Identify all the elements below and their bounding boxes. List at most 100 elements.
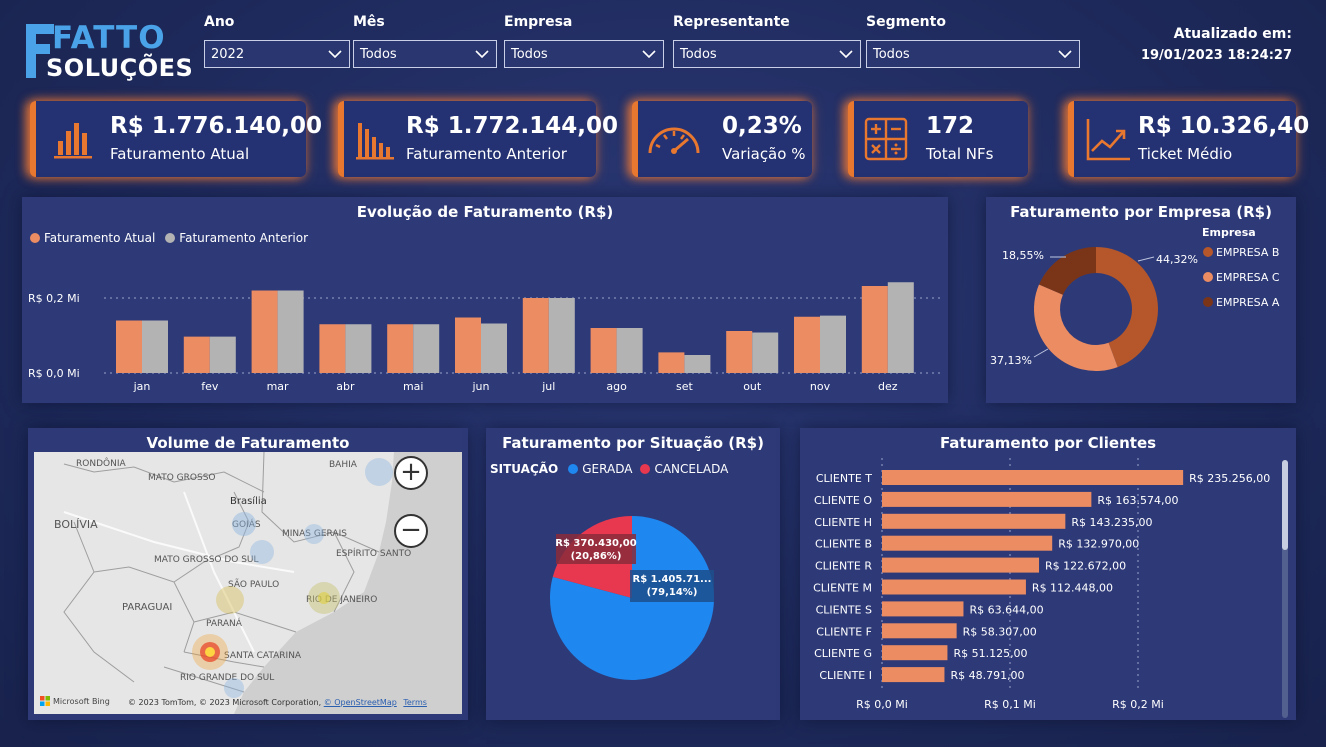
chevron-down-icon — [1058, 50, 1072, 59]
filter-label: Representante — [673, 14, 790, 30]
value-label: R$ 63.644,00 — [969, 603, 1043, 616]
bar-anterior[interactable] — [277, 290, 304, 374]
empresa-donut-chart: 18,55% 44,32% 37,13% Empresa EMPRESA B E… — [990, 226, 1280, 371]
bar-anterior[interactable] — [548, 298, 575, 373]
legend-dot — [165, 233, 176, 243]
category-label: CLIENTE B — [815, 538, 872, 551]
filter-label: Segmento — [866, 14, 946, 30]
client-bar[interactable] — [882, 513, 1066, 529]
bar-anterior[interactable] — [887, 282, 914, 373]
terms-link[interactable]: Terms — [403, 698, 427, 707]
scrollbar-thumb[interactable] — [1282, 460, 1288, 550]
donut-slice-empresa-b[interactable] — [1096, 247, 1158, 368]
x-tick-label: abr — [336, 380, 355, 393]
data-label: (79,14%) — [647, 587, 698, 598]
last-updated-label: Atualizado em: — [1173, 26, 1292, 42]
kpi-ticket-medio: R$ 10.326,40 Ticket Médio — [1068, 101, 1309, 177]
filter-empresa: Empresa Todos — [504, 12, 664, 68]
filter-empresa-select[interactable]: Todos — [504, 40, 664, 68]
bar-anterior[interactable] — [616, 328, 643, 373]
pie-label: 18,55% — [1002, 249, 1044, 262]
bar-atual[interactable] — [794, 316, 820, 373]
bar-atual[interactable] — [726, 331, 753, 373]
data-label: (20,86%) — [571, 551, 622, 562]
legend-dot — [1203, 247, 1213, 257]
category-label: CLIENTE I — [819, 669, 872, 682]
map-place: RONDÔNIA — [76, 457, 126, 469]
logo-mark-icon — [26, 24, 54, 78]
x-tick-label: ago — [606, 380, 627, 393]
situacao-panel: Faturamento por Situação (R$) SITUAÇÃO G… — [486, 428, 780, 720]
client-bar[interactable] — [882, 535, 1053, 551]
bar-chart-icon — [356, 123, 394, 160]
zoom-in-button[interactable]: + — [394, 456, 428, 490]
value-label: R$ 51.125,00 — [953, 647, 1027, 660]
bar-atual[interactable] — [387, 324, 414, 373]
bar-anterior[interactable] — [413, 324, 440, 373]
filter-ano-select[interactable]: 2022 — [204, 40, 350, 68]
evolucao-chart: R$ 0,2 Mi R$ 0,0 Mi jan fev mar abr mai jun ju… — [28, 282, 944, 393]
kpi-value: 0,23% — [722, 113, 802, 139]
chevron-down-icon — [642, 50, 656, 59]
map-panel: Volume de Faturamento RONDÔNI — [28, 428, 468, 720]
filter-representante-select[interactable]: Todos — [673, 40, 861, 68]
gauge-icon — [648, 127, 700, 154]
evolucao-title: Evolução de Faturamento (R$) — [356, 203, 614, 221]
filter-segmento-select[interactable]: Todos — [866, 40, 1080, 68]
client-bar[interactable] — [882, 623, 957, 639]
category-label: CLIENTE R — [815, 560, 872, 573]
client-bar[interactable] — [882, 470, 1184, 485]
value-label: R$ 163.574,00 — [1097, 494, 1178, 507]
client-bar[interactable] — [882, 491, 1092, 507]
map-graphic: RONDÔNIA BAHIA MATO GROSSO Brasília BOLÍ… — [54, 452, 462, 714]
kpi-total-nfs: 172 Total NFs — [848, 101, 1028, 177]
bar-anterior[interactable] — [209, 336, 236, 373]
clientes-scrollbar[interactable] — [1282, 460, 1288, 718]
value-label: R$ 235.256,00 — [1189, 472, 1270, 485]
evolucao-panel: Evolução de Faturamento (R$) Faturamento… — [22, 197, 948, 403]
zoom-out-button[interactable]: − — [394, 514, 428, 548]
client-bar[interactable] — [882, 667, 945, 683]
map-place: SÃO PAULO — [228, 579, 279, 590]
donut-slice-empresa-a[interactable] — [1039, 247, 1096, 295]
bar-atual[interactable] — [116, 320, 142, 374]
map-place: PARAGUAI — [122, 602, 172, 613]
filter-value: Todos — [511, 46, 548, 62]
value-label: R$ 143.235,00 — [1071, 516, 1152, 529]
data-label-bg — [556, 534, 636, 564]
filter-representante: Representante Todos — [673, 12, 861, 68]
osm-link[interactable]: © OpenStreetMap — [323, 698, 397, 707]
bar-anterior[interactable] — [142, 320, 168, 374]
bar-atual[interactable] — [861, 286, 888, 373]
bar-atual[interactable] — [455, 317, 481, 374]
kpi-faturamento-anterior: R$ 1.772.144,00 Faturamento Anterior — [338, 101, 618, 177]
client-bar[interactable] — [882, 601, 964, 617]
bar-atual[interactable] — [658, 352, 685, 373]
bar-atual[interactable] — [319, 324, 346, 373]
bar-anterior[interactable] — [481, 323, 507, 374]
bar-atual[interactable] — [183, 336, 210, 373]
client-bar[interactable] — [882, 645, 948, 661]
pie-label: 44,32% — [1156, 253, 1198, 266]
category-label: CLIENTE G — [814, 647, 872, 660]
client-bar[interactable] — [882, 557, 1040, 573]
donut-slice-empresa-c[interactable] — [1034, 284, 1118, 371]
bar-anterior[interactable] — [345, 324, 372, 373]
legend-label: CANCELADA — [654, 462, 729, 476]
kpi-value: R$ 10.326,40 — [1138, 113, 1310, 139]
map-place: MATO GROSSO DO SUL — [154, 555, 259, 565]
kpi-label: Total NFs — [926, 145, 994, 163]
data-label: R$ 1.405.71... — [633, 574, 712, 585]
bar-atual[interactable] — [590, 328, 617, 373]
bar-anterior[interactable] — [684, 355, 711, 373]
bar-anterior[interactable] — [752, 332, 779, 374]
kpi-faturamento-atual: R$ 1.776.140,00 Faturamento Atual — [30, 101, 322, 177]
client-bar[interactable] — [882, 579, 1026, 595]
bar-atual[interactable] — [251, 290, 278, 374]
bar-atual[interactable] — [522, 298, 549, 373]
bar-anterior[interactable] — [820, 315, 846, 373]
filter-mes-select[interactable]: Todos — [353, 40, 497, 68]
map-view[interactable]: RONDÔNIA BAHIA MATO GROSSO Brasília BOLÍ… — [34, 452, 462, 714]
pie-label: 37,13% — [990, 354, 1032, 367]
legend-label: Faturamento Anterior — [179, 231, 309, 245]
